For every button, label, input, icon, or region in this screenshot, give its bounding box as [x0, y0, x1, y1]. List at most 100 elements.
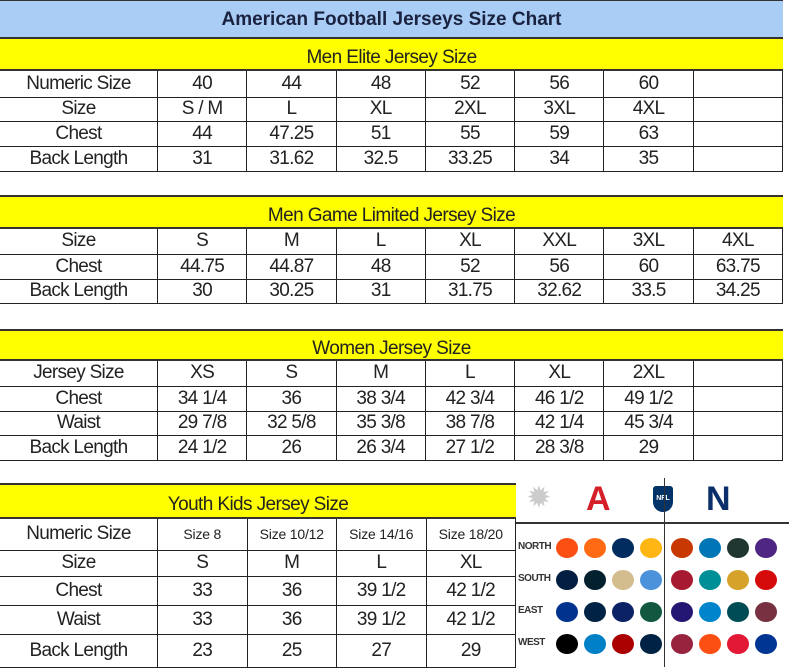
team-logo-icon	[584, 570, 606, 590]
table-row: Waist 29 7/8 32 5/8 35 3/8 38 7/8 42 1/4 45 3/…	[0, 411, 784, 436]
table-cell: 30	[156, 279, 248, 304]
table-cell: 39 1/2	[336, 576, 427, 606]
table-cell: 4XL	[603, 97, 694, 122]
team-logo-icon	[727, 634, 749, 654]
table-cell: 31	[156, 146, 248, 172]
table-row: Jersey Size XS S M L XL 2XL	[0, 361, 784, 387]
table-cell: 2XL	[424, 97, 516, 122]
table-cell: 52	[424, 254, 516, 280]
team-logo-icon	[755, 538, 777, 558]
table-cell: 39 1/2	[336, 605, 427, 635]
table-cell: 3XL	[603, 229, 694, 255]
row-label: Chest	[0, 576, 158, 606]
table-cell: 4XL	[692, 229, 784, 255]
row-label: Size	[0, 229, 158, 255]
table-cell: 44	[246, 71, 337, 98]
table-cell: XL	[514, 361, 605, 387]
row-label: Back Length	[0, 146, 158, 172]
size-table: Numeric Size Size 8 Size 10/12 Size 14/16 Si…	[0, 519, 516, 668]
division-label: WEST	[518, 637, 545, 648]
team-logo-icon	[556, 602, 578, 622]
table-cell: 44.87	[246, 254, 337, 280]
table-row: Back Length 23 25 27 29	[0, 634, 516, 668]
table-cell: 34.25	[692, 279, 784, 304]
team-logo-icon	[612, 570, 634, 590]
division-label: SOUTH	[518, 573, 551, 584]
nfl-divisions-panel: ✹ A NFL N NORTH SOUTH EAST WEST	[516, 478, 789, 667]
row-label: Numeric Size	[0, 71, 158, 98]
team-logo-icon	[612, 538, 634, 558]
table-row: Numeric Size Size 8 Size 10/12 Size 14/16 Si…	[0, 519, 516, 551]
table-cell	[692, 97, 784, 122]
row-label: Chest	[0, 121, 158, 147]
team-logo-icon	[556, 570, 578, 590]
division-label: NORTH	[518, 541, 552, 552]
table-cell	[692, 146, 784, 172]
table-cell: Size 18/20	[425, 519, 516, 551]
table-cell: 32.62	[514, 279, 605, 304]
table-row: Back Length 31 31.62 32.5 33.25 34 35	[0, 146, 784, 172]
table-cell: S / M	[156, 97, 248, 122]
row-label: Chest	[0, 386, 158, 412]
table-cell: 26 3/4	[335, 435, 426, 461]
table-cell: 35 3/8	[335, 411, 426, 436]
table-cell: L	[246, 97, 337, 122]
table-cell: L	[335, 229, 426, 255]
team-logo-icon	[556, 634, 578, 654]
table-cell: 24 1/2	[156, 435, 248, 461]
table-cell: XXL	[514, 229, 605, 255]
table-cell	[692, 386, 784, 412]
table-row: Size S M L XL XXL 3XL 4XL	[0, 229, 784, 255]
table-row: Chest 34 1/4 36 38 3/4 42 3/4 46 1/2 49 1/2	[0, 386, 784, 412]
nfc-logo: N	[706, 480, 731, 518]
team-logo-icon	[584, 538, 606, 558]
table-cell: 40	[156, 71, 248, 98]
size-section: Men Game Limited Jersey Size Size S M L XL XXL…	[0, 195, 784, 304]
table-row: Chest 44.75 44.87 48 52 56 60 63.75	[0, 254, 784, 280]
table-cell: 30.25	[246, 279, 337, 304]
team-logo-icon	[727, 602, 749, 622]
table-cell: XL	[424, 229, 516, 255]
table-row: Back Length 30 30.25 31 31.75 32.62 33.5 34.25	[0, 279, 784, 304]
table-cell: 27 1/2	[424, 435, 516, 461]
table-cell: 29	[603, 435, 694, 461]
row-label: Size	[0, 550, 158, 577]
team-logo-icon	[699, 602, 721, 622]
table-row: Size S M L XL	[0, 550, 516, 577]
team-logo-icon	[640, 538, 662, 558]
table-cell: 33	[157, 576, 248, 606]
table-cell: 26	[246, 435, 337, 461]
table-cell: 29	[425, 634, 516, 668]
afc-logo: A	[586, 480, 611, 518]
row-label: Back Length	[0, 279, 158, 304]
table-cell: 31	[335, 279, 426, 304]
row-label: Waist	[0, 605, 158, 635]
divider	[516, 522, 789, 524]
table-cell: 38 7/8	[424, 411, 516, 436]
table-cell: XL	[335, 97, 426, 122]
table-cell: XL	[425, 550, 516, 577]
section-heading: Women Jersey Size	[0, 329, 783, 361]
table-cell: 2XL	[603, 361, 694, 387]
row-label: Waist	[0, 411, 158, 436]
row-label: Size	[0, 97, 158, 122]
table-cell	[692, 435, 784, 461]
table-cell: 36	[246, 605, 337, 635]
table-cell: 3XL	[514, 97, 605, 122]
team-logo-icon	[671, 538, 693, 558]
size-table: Jersey Size XS S M L XL 2XL Chest 34 1/4 36 38 3/4…	[0, 361, 784, 461]
team-logo-icon	[640, 602, 662, 622]
table-cell: 42 3/4	[424, 386, 516, 412]
team-logo-icon	[699, 634, 721, 654]
table-cell: 31.75	[424, 279, 516, 304]
table-cell: 60	[603, 254, 694, 280]
table-cell: 51	[335, 121, 426, 147]
table-cell: 36	[246, 386, 337, 412]
team-logo-icon	[755, 570, 777, 590]
row-label: Back Length	[0, 435, 158, 461]
team-logo-icon	[755, 634, 777, 654]
section-heading: Men Game Limited Jersey Size	[0, 195, 783, 229]
team-logo-icon	[755, 602, 777, 622]
size-table: Size S M L XL XXL 3XL 4XL Chest 44.75 44.87 48 52 56 6…	[0, 229, 784, 304]
table-cell: 47.25	[246, 121, 337, 147]
